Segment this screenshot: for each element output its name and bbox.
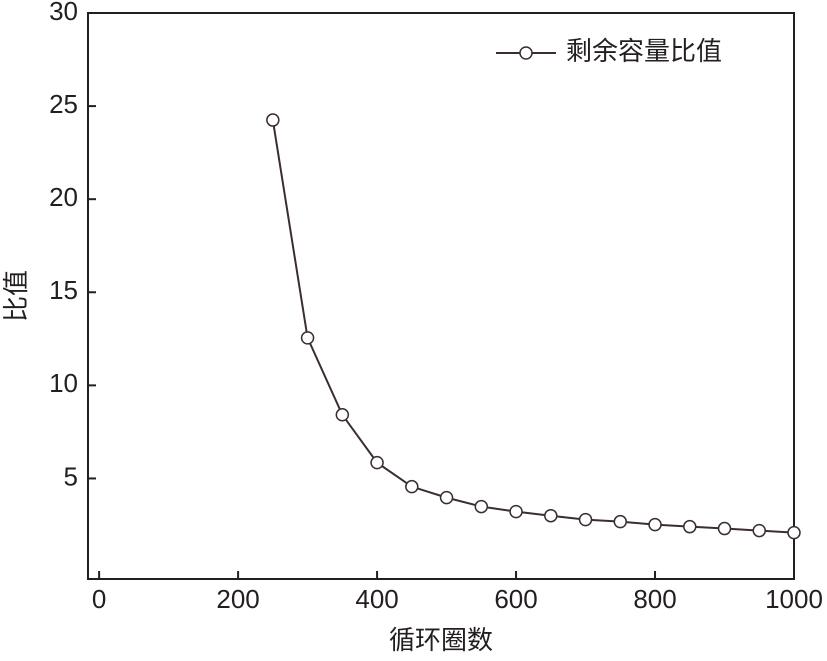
- point: [613, 514, 628, 529]
- point: [405, 479, 419, 494]
- y-tick-label: 5: [64, 461, 78, 491]
- point: [578, 512, 593, 527]
- legend-label: 剩余容量比值: [566, 36, 722, 66]
- point: [544, 508, 558, 523]
- point: [266, 113, 280, 127]
- y-axis-label: 比值: [1, 270, 31, 322]
- y-tick-label: 25: [49, 89, 78, 119]
- point: [752, 523, 767, 538]
- point: [648, 517, 662, 532]
- point: [474, 499, 489, 514]
- x-tick-label: 0: [92, 584, 106, 614]
- point: [787, 525, 801, 540]
- y-tick-label: 10: [49, 368, 78, 398]
- series-line: [271, 119, 795, 534]
- point: [683, 519, 697, 534]
- y-tick-label: 30: [49, 0, 78, 26]
- x-axis-label: 循环圈数: [389, 625, 493, 655]
- point: [717, 521, 732, 536]
- legend-marker: [519, 46, 533, 60]
- y-tick-label: 15: [49, 275, 78, 305]
- x-tick-label: 1000: [765, 584, 823, 614]
- point: [300, 331, 315, 345]
- plot-frame: [87, 12, 795, 580]
- x-tick-label: 800: [633, 584, 676, 614]
- point: [439, 490, 454, 505]
- x-tick-label: 200: [216, 584, 259, 614]
- point: [370, 455, 384, 470]
- point: [509, 504, 523, 519]
- x-tick-label: 600: [494, 584, 537, 614]
- point: [335, 408, 350, 422]
- y-tick-label: 20: [49, 182, 78, 212]
- x-tick-label: 400: [355, 584, 398, 614]
